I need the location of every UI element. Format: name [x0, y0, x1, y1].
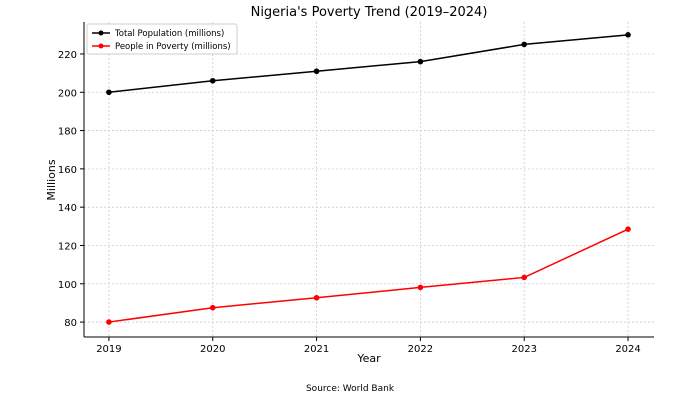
data-point	[521, 41, 528, 48]
y-tick-label: 120	[58, 241, 77, 252]
data-point	[106, 89, 112, 96]
legend-label: Total Population (millions)	[114, 29, 224, 39]
legend-box	[86, 23, 238, 55]
x-tick-label: 2021	[304, 344, 329, 355]
data-point	[209, 304, 216, 311]
y-tick-label: 220	[58, 50, 77, 61]
y-tick-label: 200	[58, 88, 77, 99]
data-point	[209, 77, 216, 84]
data-point	[313, 294, 320, 301]
y-tick-label: 140	[58, 203, 77, 214]
data-point	[625, 226, 631, 232]
y-tick-label: 100	[58, 280, 77, 291]
data-point	[106, 319, 112, 325]
x-tick-label: 2024	[615, 344, 640, 355]
chart-title: Nigeria's Poverty Trend (2019–2024)	[251, 5, 488, 20]
y-axis-label: Millions	[45, 159, 58, 200]
legend: Total Population (millions) People in Pov…	[86, 23, 238, 55]
grid	[84, 22, 654, 337]
x-tick-label: 2019	[96, 344, 121, 355]
legend-marker	[98, 43, 104, 49]
data-point	[521, 274, 528, 281]
x-tick-label: 2023	[511, 344, 536, 355]
data-point	[625, 32, 631, 38]
y-tick-label: 80	[64, 318, 77, 329]
source-footnote: Source: World Bank	[306, 384, 395, 394]
data-point	[313, 68, 320, 75]
data-point	[417, 284, 424, 291]
series-line-1	[108, 228, 629, 323]
axes: 2019 2020 2021 2022 2023 2024 80 100 120 140 160 18…	[58, 22, 654, 355]
y-tick-label: 180	[58, 127, 77, 138]
series-line-0	[108, 34, 629, 94]
legend-marker	[98, 30, 104, 36]
y-tick-label: 160	[58, 165, 77, 176]
data-point	[417, 58, 424, 65]
series-group	[106, 32, 631, 325]
x-tick-label: 2022	[408, 344, 433, 355]
legend-label: People in Poverty (millions)	[115, 42, 231, 52]
x-tick-label: 2020	[200, 344, 225, 355]
x-axis-label: Year	[356, 352, 381, 365]
